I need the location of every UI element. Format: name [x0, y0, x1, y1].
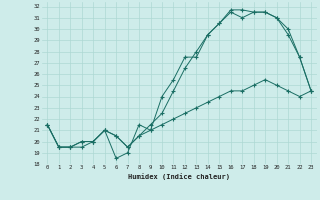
X-axis label: Humidex (Indice chaleur): Humidex (Indice chaleur)	[128, 173, 230, 180]
